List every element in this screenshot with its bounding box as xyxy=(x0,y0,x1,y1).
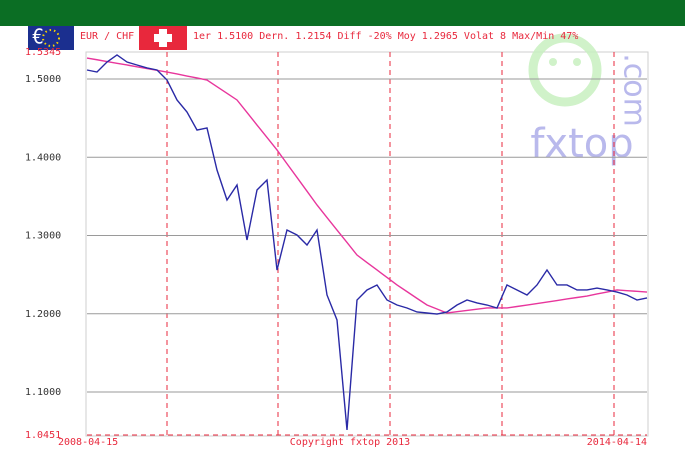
series-line xyxy=(86,57,648,314)
annotation: Copyright fxtop 2013 xyxy=(290,437,410,448)
chart-title: EUR / CHF xyxy=(80,31,134,42)
flag-cross xyxy=(154,34,172,42)
watermark-logo xyxy=(528,33,602,107)
ch-flag xyxy=(139,26,187,50)
y-tick-label: 1.5000 xyxy=(25,74,61,85)
y-tick-label: 1.3000 xyxy=(25,231,61,242)
y-tick-label: 1.2000 xyxy=(25,309,61,320)
flag-stars xyxy=(42,29,60,47)
y-tick-label: 1.5345 xyxy=(25,47,61,58)
watermark-suffix: .com xyxy=(617,53,652,127)
x-tick-label: 2014-04-14 xyxy=(587,437,647,448)
plot-frame xyxy=(85,51,649,437)
euro-sign: € xyxy=(32,25,44,49)
series-line xyxy=(86,54,648,431)
y-tick-label: 1.4000 xyxy=(25,152,61,163)
y-tick-label: 1.0451 xyxy=(25,430,61,441)
x-tick-label: 2008-04-15 xyxy=(58,437,118,448)
top-bar xyxy=(0,0,685,26)
watermark: fxtop xyxy=(530,121,633,167)
y-tick-label: 1.1000 xyxy=(25,387,61,398)
chart-subtitle: 1er 1.5100 Dern. 1.2154 Diff -20% Moy 1.… xyxy=(193,31,578,42)
logo-ring xyxy=(528,33,602,107)
eu-flag: € xyxy=(28,25,74,50)
logo-eye xyxy=(573,58,581,66)
logo-eye xyxy=(549,58,557,66)
